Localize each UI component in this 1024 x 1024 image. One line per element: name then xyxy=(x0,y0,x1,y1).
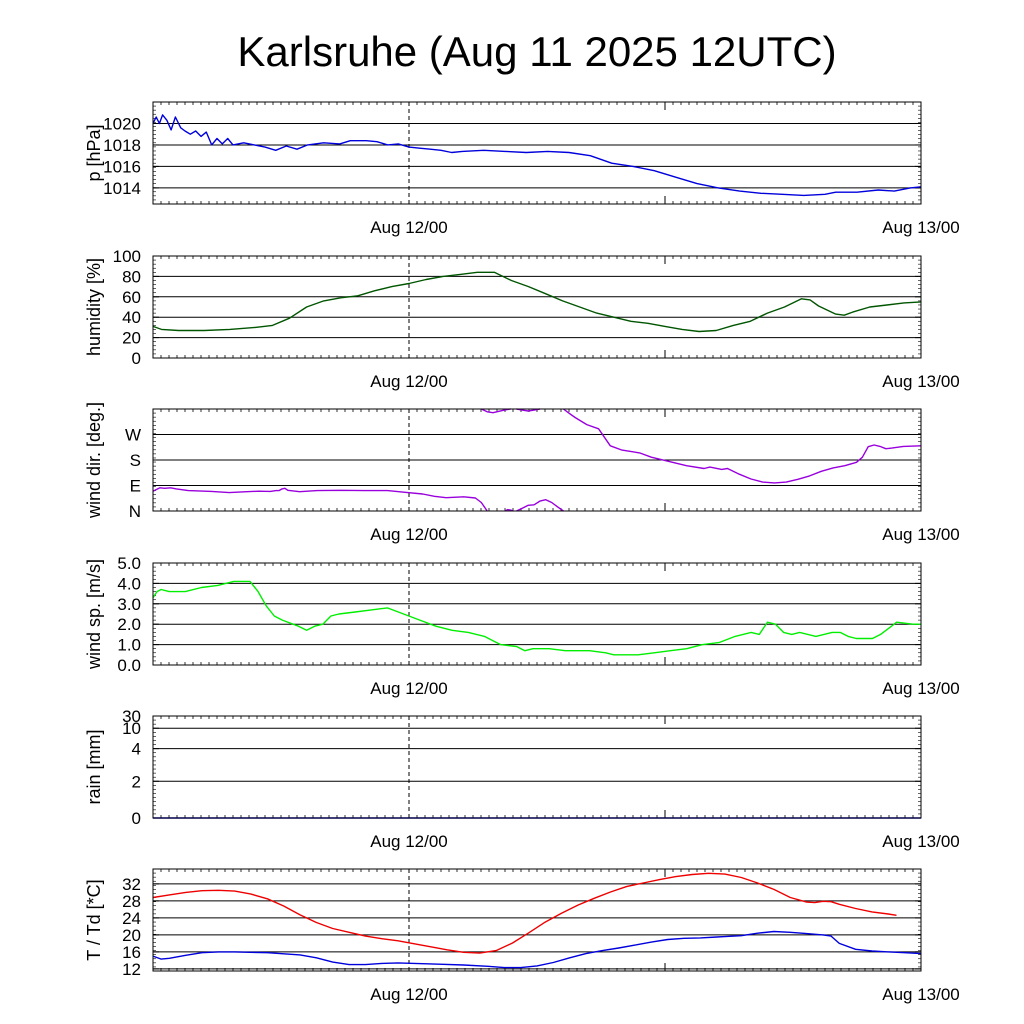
series-line-wind_direction-1-1 xyxy=(516,408,541,412)
y-tick-label: W xyxy=(125,426,141,445)
y-tick-label: 10 xyxy=(122,719,141,738)
series-line-temperature-1-0 xyxy=(152,930,922,969)
panel-frame xyxy=(152,255,922,359)
panel-wind_speed: 0.01.0 2.03.0 4.05.0 wind sp. [m/s] Aug 12/0… xyxy=(84,554,960,698)
y-axis-label: humidity [%] xyxy=(84,258,104,356)
y-tick-label: 60 xyxy=(122,288,141,307)
panel-frame xyxy=(152,562,922,666)
panel-frame xyxy=(152,715,922,819)
y-tick-label: 1018 xyxy=(103,136,141,155)
y-tick-label: 16 xyxy=(122,943,141,962)
x-tick-label: Aug 12/00 xyxy=(370,832,448,851)
y-tick-label: 1020 xyxy=(103,114,141,133)
x-tick-label: Aug 12/00 xyxy=(370,985,448,1004)
y-tick-label: 0 xyxy=(132,809,141,828)
series-line-wind_direction-0-2 xyxy=(516,499,564,512)
y-tick-label: 80 xyxy=(122,267,141,286)
y-axis-label: rain [mm] xyxy=(84,729,104,804)
y-tick-label: 0 xyxy=(132,349,141,368)
y-tick-label: 24 xyxy=(122,909,141,928)
y-tick-label: 5.0 xyxy=(117,554,141,573)
x-tick-label: Aug 13/00 xyxy=(882,372,960,391)
series-line-humidity-0-0 xyxy=(152,271,922,333)
chart-title: Karlsruhe (Aug 11 2025 12UTC) xyxy=(237,28,836,75)
y-tick-label: 40 xyxy=(122,308,141,327)
series-line-wind_direction-1-0 xyxy=(480,408,511,414)
y-tick-label: 1.0 xyxy=(117,636,141,655)
y-tick-label: 4.0 xyxy=(117,574,141,593)
y-tick-label: 2 xyxy=(132,772,141,791)
y-tick-label: 28 xyxy=(122,892,141,911)
series-line-wind_speed-0-0 xyxy=(152,580,921,656)
y-tick-label: 32 xyxy=(122,875,141,894)
x-tick-label: Aug 13/00 xyxy=(882,679,960,698)
series-line-wind_direction-0-0 xyxy=(152,487,488,512)
y-tick-label: 0.0 xyxy=(117,656,141,675)
y-tick-label: 100 xyxy=(113,247,141,266)
series-line-wind_direction-1-2 xyxy=(562,408,922,484)
x-tick-label: Aug 12/00 xyxy=(370,218,448,237)
y-axis-label: wind dir. [deg.] xyxy=(84,402,104,519)
x-tick-label: Aug 13/00 xyxy=(882,525,960,544)
y-tick-label: N xyxy=(129,502,141,521)
y-tick-label: 1016 xyxy=(103,157,141,176)
y-axis-label: T / Td [*C] xyxy=(84,879,104,960)
y-tick-label: S xyxy=(130,451,141,470)
y-axis-label: p [hPa] xyxy=(84,124,104,181)
x-tick-label: Aug 12/00 xyxy=(370,679,448,698)
panel-frame xyxy=(152,868,922,972)
y-axis-label: wind sp. [m/s] xyxy=(84,559,104,670)
y-tick-label: 30 xyxy=(122,707,141,726)
y-tick-label: 4 xyxy=(132,740,141,759)
y-tick-label: 1014 xyxy=(103,179,141,198)
y-tick-label: 3.0 xyxy=(117,595,141,614)
x-tick-label: Aug 13/00 xyxy=(882,832,960,851)
y-tick-label: 20 xyxy=(122,329,141,348)
panel-frame xyxy=(152,101,922,205)
x-tick-label: Aug 13/00 xyxy=(882,985,960,1004)
y-tick-label: 12 xyxy=(122,960,141,979)
x-tick-label: Aug 12/00 xyxy=(370,525,448,544)
x-tick-label: Aug 13/00 xyxy=(882,218,960,237)
y-tick-label: 2.0 xyxy=(117,615,141,634)
y-tick-label: 20 xyxy=(122,926,141,945)
x-tick-label: Aug 12/00 xyxy=(370,372,448,391)
panel-frame xyxy=(152,408,922,512)
series-line-temperature-0-0 xyxy=(152,872,897,954)
y-tick-label: E xyxy=(130,477,141,496)
series-line-pressure-0-0 xyxy=(152,114,922,197)
